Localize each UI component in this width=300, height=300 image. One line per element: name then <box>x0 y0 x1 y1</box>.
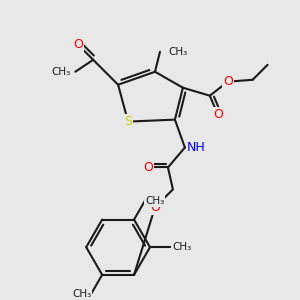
Text: CH₃: CH₃ <box>51 67 70 77</box>
Text: O: O <box>213 108 223 121</box>
Text: O: O <box>150 201 160 214</box>
Text: CH₃: CH₃ <box>145 196 164 206</box>
Text: CH₃: CH₃ <box>172 242 191 252</box>
Text: O: O <box>73 38 83 51</box>
Text: NH: NH <box>187 141 206 154</box>
Text: O: O <box>143 161 153 174</box>
Text: O: O <box>223 75 233 88</box>
Text: CH₃: CH₃ <box>168 47 187 57</box>
Text: CH₃: CH₃ <box>72 289 91 299</box>
Text: S: S <box>124 115 132 128</box>
